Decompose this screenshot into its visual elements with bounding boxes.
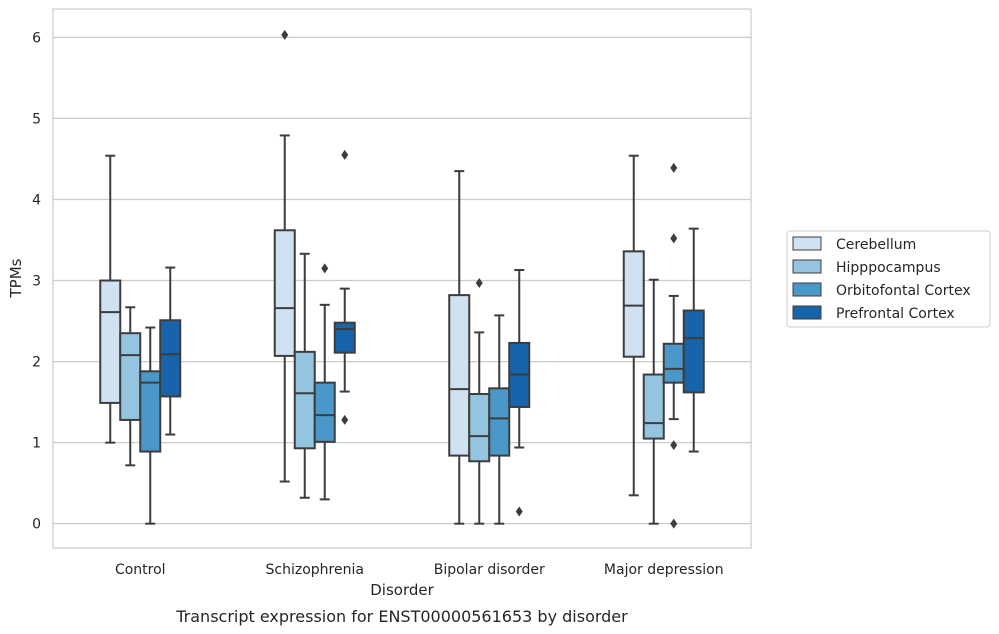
box-2-0: [139, 326, 162, 525]
plot-frame: [52, 8, 752, 549]
outlier-point-1: [341, 414, 349, 425]
box-2-2: [488, 314, 511, 525]
box-body: [159, 319, 182, 398]
box-0-3: [622, 154, 645, 497]
legend-label-0: Cerebellum: [836, 237, 916, 253]
y-tick-label-3: 3: [32, 274, 41, 290]
box-body: [333, 321, 356, 354]
box-body: [468, 393, 491, 463]
box-3-1: [333, 149, 356, 425]
x-tick-label-2: Bipolar disorder: [434, 562, 545, 578]
box-0-2: [448, 170, 471, 525]
outlier-point-0: [321, 263, 329, 274]
box-body: [488, 387, 511, 457]
box-body: [448, 294, 471, 457]
box-body: [273, 229, 296, 357]
box-body: [99, 279, 122, 404]
outlier-point-3: [670, 518, 678, 529]
chart-caption: Transcript expression for ENST0000056165…: [175, 607, 628, 626]
box-1-2: [468, 277, 491, 525]
y-tick-label-4: 4: [32, 192, 41, 208]
box-body: [642, 373, 665, 440]
outlier-point-2: [670, 440, 678, 451]
y-tick-label-5: 5: [32, 111, 41, 127]
box-3-2: [508, 268, 531, 517]
y-tick-label-1: 1: [32, 436, 41, 452]
box-0-1: [273, 29, 296, 483]
box-body: [662, 342, 685, 384]
box-3-0: [159, 266, 182, 436]
legend-frame: [786, 230, 991, 328]
box-body: [622, 250, 645, 358]
box-body: [313, 381, 336, 443]
box-1-1: [293, 252, 316, 499]
legend: Cerebellum Hipppocampus Orbitofontal Corte…: [786, 230, 991, 328]
box-1-3: [642, 278, 665, 525]
outlier-point-1: [670, 162, 678, 173]
outlier-point-0: [670, 233, 678, 244]
x-axis-label: Disorder: [370, 581, 434, 599]
y-tick-label-2: 2: [32, 355, 41, 371]
legend-label-1: Hipppocampus: [836, 260, 941, 276]
y-axis-ticks: 0 1 2 3 4 5 6: [32, 30, 41, 532]
box-2-3: [662, 162, 685, 529]
legend-swatch-3: [792, 305, 822, 320]
y-axis-label: TPMs: [7, 258, 25, 298]
box-body: [119, 332, 142, 421]
series-0: [99, 29, 645, 525]
legend-swatch-2: [792, 282, 822, 297]
box-body: [682, 309, 705, 394]
outlier-point-0: [475, 277, 483, 288]
box-series: [99, 29, 705, 529]
x-axis-ticks: Control Schizophrenia Bipolar disorder Majo…: [115, 562, 724, 578]
plot-area: [53, 9, 751, 548]
box-3-3: [682, 227, 705, 453]
box-body: [139, 370, 162, 453]
outlier-point-0: [515, 506, 523, 517]
legend-swatch-0: [792, 236, 822, 251]
y-tick-label-0: 0: [32, 517, 41, 533]
outlier-point-0: [341, 149, 349, 160]
series-3: [159, 149, 705, 517]
x-tick-label-1: Schizophrenia: [266, 562, 364, 578]
outlier-point-0: [281, 29, 289, 40]
series-2: [139, 162, 685, 529]
box-2-1: [313, 263, 336, 501]
legend-label-2: Orbitofontal Cortex: [836, 283, 971, 299]
legend-swatch-1: [792, 259, 822, 274]
x-tick-label-3: Major depression: [604, 562, 724, 578]
y-tick-label-6: 6: [32, 30, 41, 46]
legend-label-3: Prefrontal Cortex: [836, 306, 955, 322]
box-body: [293, 350, 316, 450]
x-tick-label-0: Control: [115, 562, 166, 578]
